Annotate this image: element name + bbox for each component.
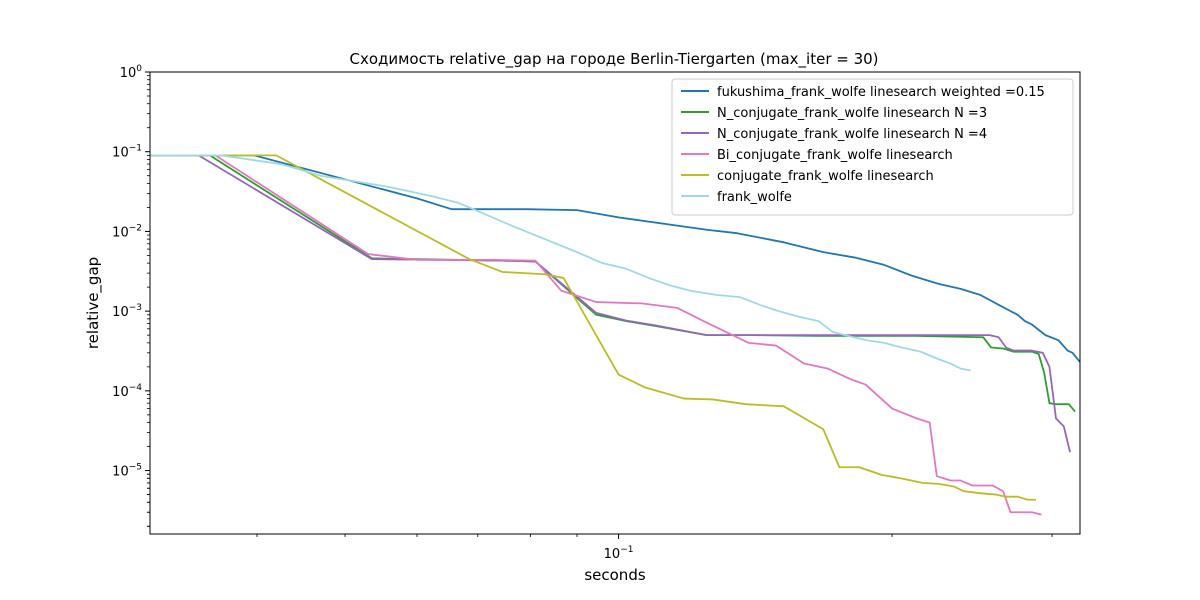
y-tick-label-4: 10−4 xyxy=(112,383,142,400)
x-tick-label-0: 10−1 xyxy=(604,545,634,562)
y-tick-label-3: 10−3 xyxy=(112,303,142,320)
series-line-0 xyxy=(150,154,1080,363)
series-line-5 xyxy=(150,154,971,372)
series-line-3 xyxy=(150,154,1042,516)
y-tick-label-0: 100 xyxy=(120,64,143,81)
legend-label-1: N_conjugate_frank_wolfe linesearch N =3 xyxy=(717,106,987,121)
y-tick-label-1-exp: −1 xyxy=(129,144,142,154)
y-tick-label-5-base: 10 xyxy=(112,465,129,480)
y-tick-label-5-exp: −5 xyxy=(129,463,142,473)
chart-title: Сходимость relative_gap на городе Berlin… xyxy=(349,50,878,69)
legend-box xyxy=(671,78,1074,216)
series-layer xyxy=(150,154,1080,516)
plot-frame xyxy=(149,71,1081,535)
y-tick-label-4-exp: −4 xyxy=(129,383,143,393)
y-tick-label-2-base: 10 xyxy=(112,225,129,240)
y-tick-label-3-exp: −3 xyxy=(129,303,142,313)
legend: fukushima_frank_wolfe linesearch weighte… xyxy=(671,78,1074,216)
y-tick-label-1: 10−1 xyxy=(112,144,142,161)
y-tick-label-5: 10−5 xyxy=(112,463,142,480)
legend-label-3: Bi_conjugate_frank_wolfe linesearch xyxy=(717,148,953,163)
x-axis-label: seconds xyxy=(584,566,645,584)
legend-label-2: N_conjugate_frank_wolfe linesearch N =4 xyxy=(717,127,987,142)
y-tick-label-0-exp: 0 xyxy=(136,64,142,74)
y-tick-label-1-base: 10 xyxy=(112,146,129,161)
x-tick-label-0-exp: −1 xyxy=(620,545,633,555)
y-tick-label-3-base: 10 xyxy=(112,305,129,320)
y-tick-label-4-base: 10 xyxy=(112,385,129,400)
y-axis-label: relative_gap xyxy=(84,257,103,349)
y-tick-label-0-base: 10 xyxy=(120,66,137,81)
x-tick-label-0-base: 10 xyxy=(604,547,621,562)
legend-label-5: frank_wolfe xyxy=(717,190,792,205)
legend-label-4: conjugate_frank_wolfe linesearch xyxy=(717,169,934,184)
legend-label-0: fukushima_frank_wolfe linesearch weighte… xyxy=(717,85,1045,100)
series-line-4 xyxy=(150,154,1036,501)
y-tick-label-2-exp: −2 xyxy=(129,223,142,233)
y-tick-label-2: 10−2 xyxy=(112,223,142,240)
